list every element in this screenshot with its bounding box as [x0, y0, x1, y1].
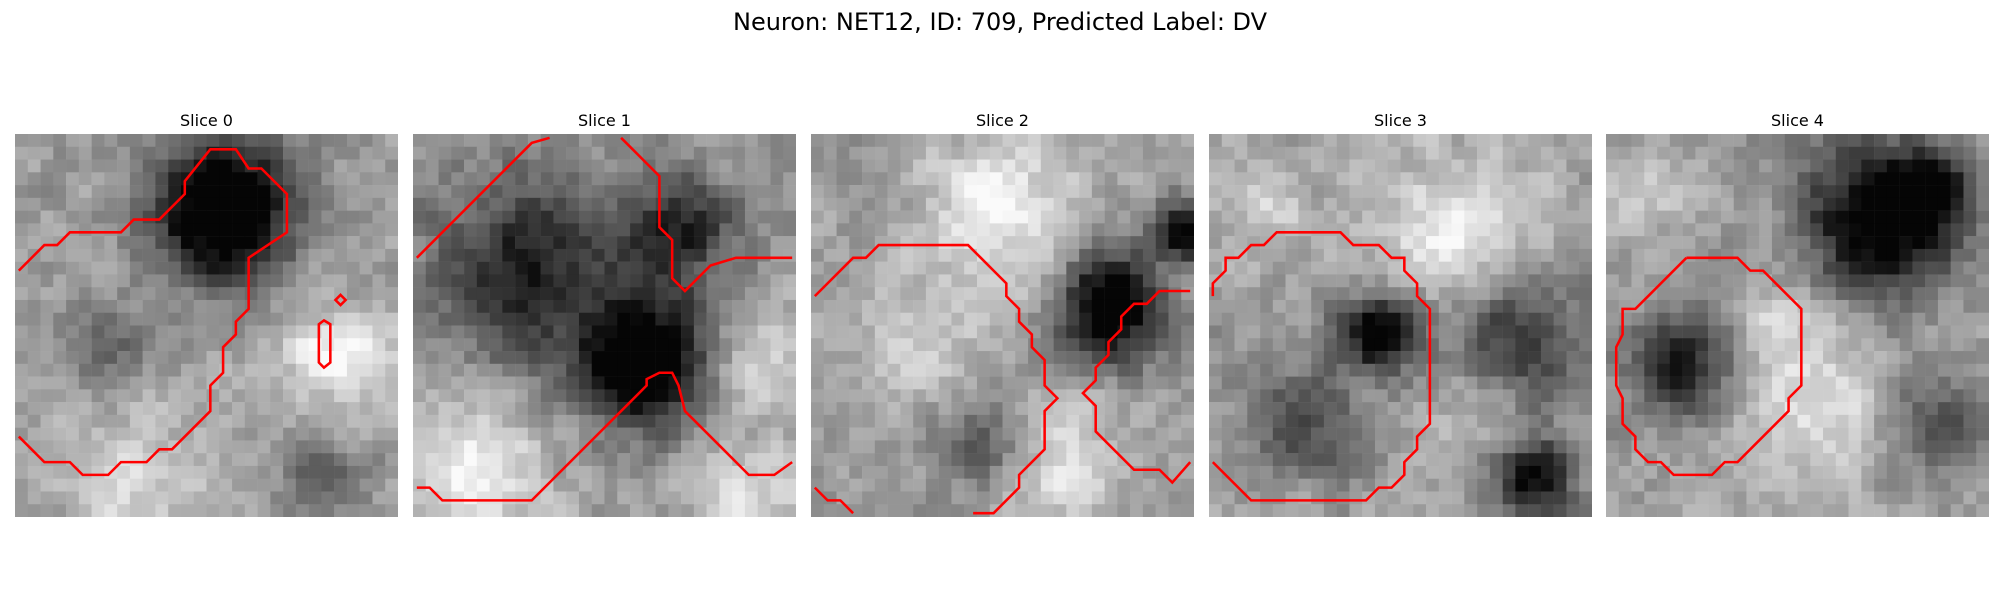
- slice-1-pixels: [413, 134, 796, 517]
- slice-0-image: [15, 134, 398, 517]
- slice-2-title: Slice 2: [811, 110, 1194, 132]
- slice-1-image: [413, 134, 796, 517]
- slice-3-title: Slice 3: [1209, 110, 1592, 132]
- slice-2-image: [811, 134, 1194, 517]
- slice-2-panel: Slice 2: [811, 110, 1194, 132]
- slice-0-title: Slice 0: [15, 110, 398, 132]
- slice-3-panel: Slice 3: [1209, 110, 1592, 132]
- slice-0-pixels: [15, 134, 398, 517]
- slice-3-image: [1209, 134, 1592, 517]
- slice-3-pixels: [1209, 134, 1592, 517]
- slice-1-title: Slice 1: [413, 110, 796, 132]
- slice-4-image: [1606, 134, 1989, 517]
- slice-2-pixels: [811, 134, 1194, 517]
- figure-title: Neuron: NET12, ID: 709, Predicted Label:…: [0, 8, 2000, 36]
- slice-1-panel: Slice 1: [413, 110, 796, 132]
- slice-4-pixels: [1606, 134, 1989, 517]
- slice-4-title: Slice 4: [1606, 110, 1989, 132]
- slice-0-panel: Slice 0: [15, 110, 398, 132]
- slice-4-panel: Slice 4: [1606, 110, 1989, 132]
